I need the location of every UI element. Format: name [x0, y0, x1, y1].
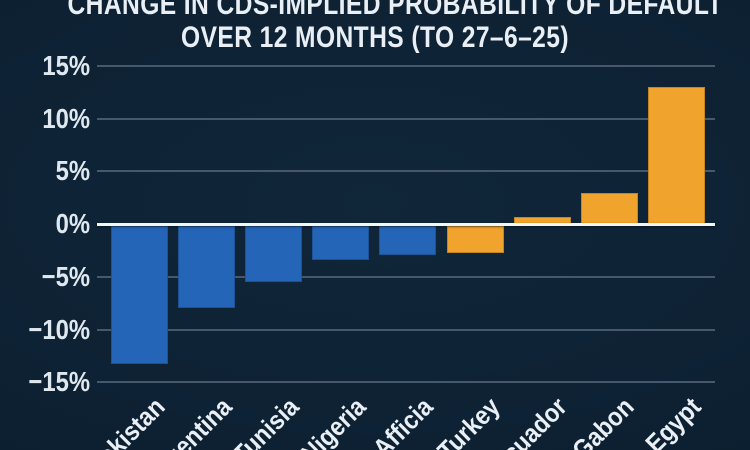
bar-argentina — [178, 225, 236, 308]
gridline-15pct — [97, 381, 715, 384]
y-axis-tick-label: 10% — [42, 102, 90, 134]
y-axis-tick-label: 5% — [55, 155, 90, 187]
chart-title: CHANGE IN CDS-IMPLIED PROBABILITY OF DEF… — [0, 0, 750, 55]
y-axis-tick-label: 0% — [55, 208, 90, 239]
bar-gabon — [580, 193, 638, 224]
gridline-5pct — [97, 275, 715, 278]
bar-afficia — [379, 225, 437, 256]
chart-title-line2: OVER 12 MONTHS (TO 27–6–25) — [181, 21, 569, 54]
bar-pakistan — [111, 225, 169, 364]
gridline-10pct — [97, 117, 715, 120]
gridline-5pct — [97, 170, 715, 173]
zero-baseline — [97, 222, 715, 226]
y-axis-tick-label: −5% — [41, 260, 90, 292]
bar-egypt — [647, 86, 705, 224]
y-axis-tick-label: 15% — [42, 49, 90, 81]
gridline-15pct — [97, 64, 715, 67]
y-axis-tick-label: −15% — [28, 366, 90, 398]
y-axis-tick-label: −10% — [28, 313, 90, 345]
gridline-10pct — [97, 328, 715, 331]
bar-tunisia — [245, 225, 303, 283]
bar-turkey — [446, 225, 504, 253]
bar-ecuador — [513, 216, 571, 224]
chart-title-line1: CHANGE IN CDS-IMPLIED PROBABILITY OF DEF… — [67, 0, 723, 21]
x-axis-label-pakistan: Pakistan — [80, 391, 171, 450]
bar-nigeria — [312, 225, 370, 261]
